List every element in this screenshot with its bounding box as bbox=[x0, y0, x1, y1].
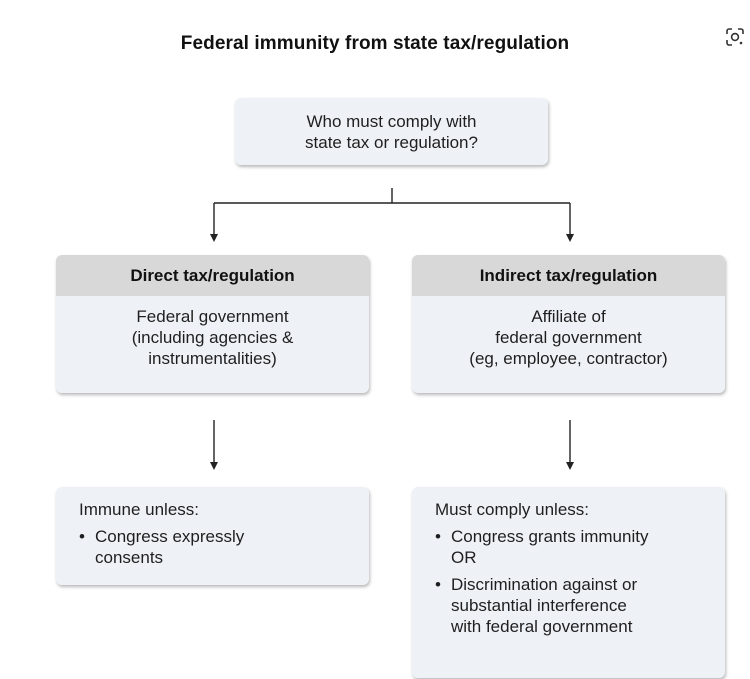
direct-regulation-box: Direct tax/regulation Federal government… bbox=[56, 255, 369, 393]
exception-line: OR bbox=[451, 548, 477, 567]
bullet-marker: • bbox=[79, 527, 85, 546]
root-question-line: state tax or regulation? bbox=[305, 132, 478, 152]
direct-body-line: (including agencies & bbox=[131, 328, 294, 347]
indirect-regulation-box: Indirect tax/regulation Affiliate of fed… bbox=[412, 255, 725, 393]
bullet-marker: • bbox=[435, 575, 441, 594]
exception-line: Discrimination against or bbox=[451, 575, 638, 594]
immune-outcome-intro: Immune unless: bbox=[79, 500, 199, 519]
direct-body-line: Federal government bbox=[136, 307, 289, 326]
immune-exception-list: • Congress expressly consents bbox=[79, 526, 355, 568]
exception-line: consents bbox=[95, 548, 164, 567]
indirect-body-line: (eg, employee, contractor) bbox=[469, 349, 668, 368]
comply-exception-item: • Discrimination against or substantial … bbox=[435, 574, 711, 637]
immune-exception-item: • Congress expressly consents bbox=[79, 526, 355, 568]
direct-body-line: instrumentalities) bbox=[148, 349, 277, 368]
indirect-regulation-header: Indirect tax/regulation bbox=[412, 255, 725, 296]
root-question-line: Who must comply with bbox=[306, 111, 477, 131]
root-question-box: Who must comply with state tax or regula… bbox=[235, 98, 548, 165]
comply-outcome-box: Must comply unless: • Congress grants im… bbox=[412, 487, 725, 678]
exception-line: with federal government bbox=[451, 617, 633, 636]
direct-regulation-header: Direct tax/regulation bbox=[56, 255, 369, 296]
exception-line: Congress grants immunity bbox=[451, 527, 649, 546]
bullet-marker: • bbox=[435, 527, 441, 546]
immune-outcome-box: Immune unless: • Congress expressly cons… bbox=[56, 487, 369, 585]
exception-line: Congress expressly bbox=[95, 527, 245, 546]
comply-exception-item: • Congress grants immunity OR bbox=[435, 526, 711, 568]
comply-exception-list: • Congress grants immunity OR • Discrimi… bbox=[435, 526, 711, 637]
indirect-regulation-body: Affiliate of federal government (eg, emp… bbox=[412, 296, 725, 369]
indirect-body-line: federal government bbox=[495, 328, 642, 347]
exception-line: substantial interference bbox=[451, 596, 627, 615]
direct-regulation-body: Federal government (including agencies &… bbox=[56, 296, 369, 369]
diagram-title: Federal immunity from state tax/regulati… bbox=[180, 33, 570, 54]
comply-outcome-intro: Must comply unless: bbox=[435, 500, 589, 519]
indirect-body-line: Affiliate of bbox=[531, 307, 606, 326]
visual-search-icon[interactable] bbox=[720, 20, 750, 54]
